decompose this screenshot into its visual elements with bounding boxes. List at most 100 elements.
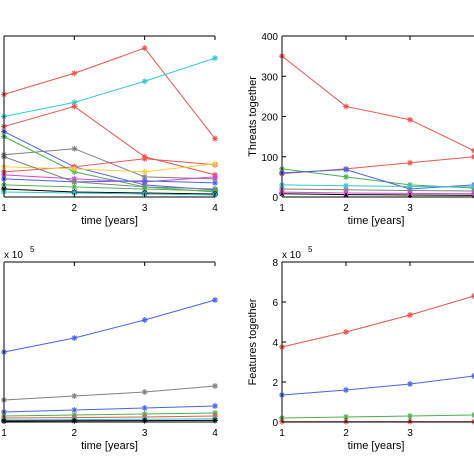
data-point-8-3	[212, 173, 218, 180]
data-point-9-2-stroke	[142, 178, 148, 184]
data-point-1-3	[471, 373, 474, 379]
series-line-6	[281, 193, 474, 196]
y-tick-label: 400	[261, 32, 278, 43]
series-group	[279, 293, 474, 425]
data-point-1-3	[471, 153, 474, 160]
data-point-3-1-stroke	[343, 167, 349, 173]
series-line-13	[3, 191, 216, 196]
y-tick-label: 0	[272, 418, 278, 429]
data-point-1-2-stroke	[407, 381, 413, 387]
data-point-1-3-stroke	[212, 383, 218, 389]
x-tick-label: 1	[1, 428, 7, 439]
data-point-9-3-stroke	[212, 180, 218, 186]
data-point-1-3-stroke	[471, 154, 474, 158]
y-tick-label: 4	[272, 338, 278, 349]
x-axis-label: time [years]	[348, 440, 405, 452]
data-point-0-2	[141, 317, 148, 323]
x-axis-label: time [years]	[81, 215, 138, 227]
data-point-0-2-stroke	[407, 312, 413, 318]
chart-panel-top-right: 1 2 3 0 100 200 300 400 time [years] Threats toge…	[247, 32, 474, 227]
x-tick-label: 1	[279, 428, 285, 439]
y-tick-label: 100	[261, 153, 278, 164]
y-tick-label: 8	[272, 258, 278, 269]
series-line-4	[3, 148, 216, 180]
series-line-1	[281, 375, 474, 396]
data-point-0-2-stroke	[142, 45, 148, 51]
series-line-7	[281, 191, 474, 195]
data-point-0-1	[343, 103, 349, 110]
data-point-2-1-stroke	[343, 414, 349, 420]
data-point-1-1	[71, 393, 78, 399]
data-point-2-3-stroke	[212, 403, 218, 409]
data-point-0-3	[471, 293, 474, 299]
chart-panel-top-left: 1 2 3 4 time [years]	[1, 35, 218, 227]
data-point-11-2-stroke	[142, 186, 148, 192]
data-point-2-3-stroke	[471, 414, 474, 418]
y-tick-label: 200	[261, 113, 278, 124]
data-point-0-3	[212, 297, 218, 303]
data-point-0-2	[407, 312, 413, 318]
data-point-1-1-stroke	[71, 393, 77, 399]
data-point-7-3	[212, 160, 218, 167]
series-line-4	[3, 415, 216, 419]
data-point-2-1-stroke	[343, 174, 349, 180]
series-line-0	[3, 299, 216, 353]
data-point-6-2-stroke	[142, 156, 148, 162]
y-tick-label: 6	[272, 298, 278, 309]
data-point-1-3-stroke	[212, 55, 218, 61]
data-point-4-1-stroke	[343, 183, 349, 189]
data-point-2-2-stroke	[142, 405, 148, 411]
data-point-11-1-stroke	[71, 184, 77, 190]
data-point-7-3	[471, 190, 474, 197]
data-point-4-2-stroke	[407, 184, 413, 189]
x-tick-label: 3	[142, 428, 148, 439]
x-tick-label: 3	[407, 203, 413, 214]
data-point-0-2	[407, 116, 413, 123]
data-point-0-1	[71, 70, 78, 77]
series-line-5	[281, 188, 474, 192]
data-point-2-3	[471, 412, 474, 418]
scale-multiplier-label: x 10	[282, 250, 301, 261]
data-point-0-3	[212, 135, 218, 142]
data-point-1-1-stroke	[343, 387, 349, 393]
data-point-7-2	[141, 168, 148, 175]
data-point-9-2	[141, 177, 148, 184]
data-point-1-2-stroke	[142, 78, 148, 84]
data-point-1-2	[407, 159, 413, 166]
series-line-5	[3, 136, 216, 193]
data-point-7-3-stroke	[471, 193, 474, 197]
data-point-0-3-stroke	[212, 297, 218, 303]
data-point-3-3-stroke	[471, 420, 474, 425]
series-line-9	[3, 178, 216, 184]
series-line-6	[3, 419, 216, 422]
y-tick-label: 0	[272, 193, 278, 204]
scale-multiplier-label: x 10	[4, 250, 23, 261]
series-line-2	[281, 414, 474, 419]
x-tick-label: 4	[212, 428, 218, 439]
data-point-0-3-stroke	[471, 295, 474, 299]
data-point-8-3-stroke	[212, 174, 218, 180]
data-point-7-3-stroke	[471, 191, 474, 195]
series-line-2	[3, 405, 216, 413]
series-line-3	[3, 412, 216, 417]
data-point-0-2	[141, 45, 148, 52]
data-point-13-1-stroke	[71, 190, 77, 196]
x-tick-label: 3	[142, 203, 148, 214]
data-point-2-1-stroke	[71, 103, 77, 109]
data-point-0-1-stroke	[343, 103, 349, 109]
data-point-1-2	[407, 381, 413, 387]
data-point-7-1	[71, 165, 78, 172]
scale-exponent-label: 5	[308, 245, 313, 254]
series-line-5	[3, 418, 216, 421]
data-point-1-3	[212, 55, 218, 62]
series-group	[1, 45, 218, 198]
data-point-4-3-stroke	[471, 186, 474, 190]
data-point-1-2-stroke	[142, 389, 148, 395]
series-group	[279, 53, 474, 199]
data-point-0-1-stroke	[71, 335, 77, 341]
data-point-1-3-stroke	[471, 373, 474, 377]
data-point-4-1	[71, 145, 78, 152]
data-point-2-2-stroke	[407, 413, 413, 419]
data-point-4-3	[471, 183, 474, 190]
data-point-2-2	[141, 405, 148, 411]
